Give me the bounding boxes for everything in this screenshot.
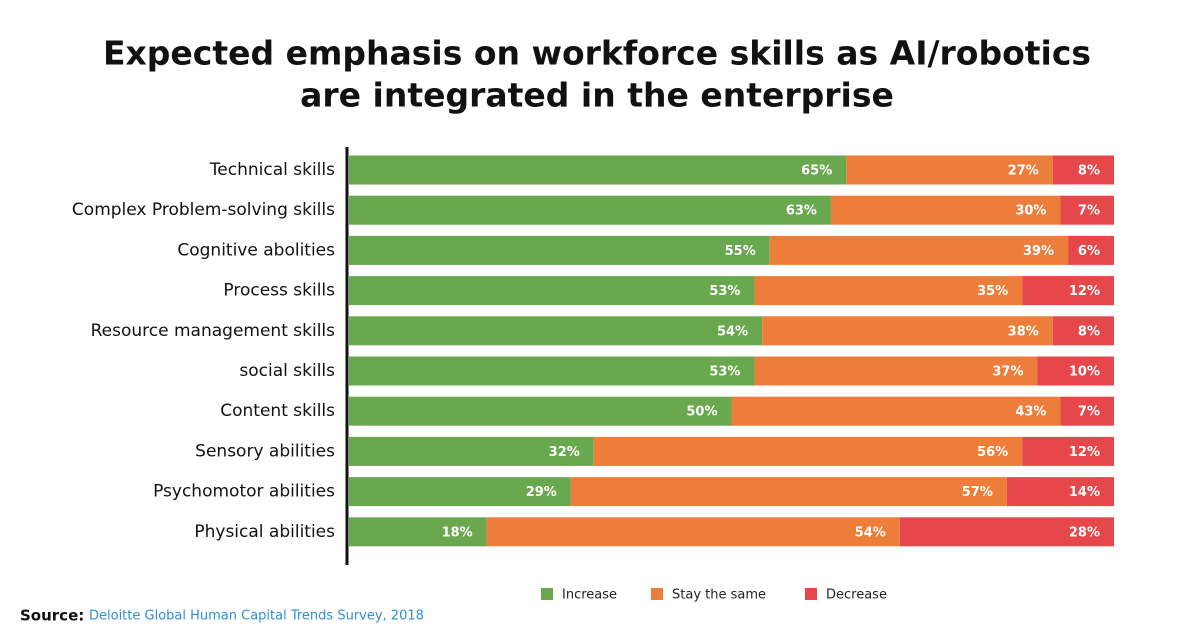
source-label: Source: [20, 607, 84, 625]
chart-title: are integrated in the enterprise [300, 76, 894, 115]
value-label: 53% [709, 365, 740, 380]
value-label: 50% [686, 405, 717, 420]
value-label: 43% [1015, 405, 1046, 420]
category-label: Process skills [223, 281, 335, 301]
value-label: 55% [725, 244, 756, 259]
legend-swatch [805, 588, 817, 600]
bar-segment [349, 316, 763, 346]
bar-segment [349, 477, 571, 507]
value-label: 12% [1069, 445, 1100, 460]
bar-segment [349, 517, 487, 547]
bar-segment [754, 356, 1038, 386]
bar-segment [1022, 436, 1114, 466]
value-label: 7% [1078, 405, 1100, 420]
value-label: 10% [1069, 365, 1100, 380]
bar-segment [486, 517, 900, 547]
value-label: 28% [1069, 525, 1100, 540]
category-label: Physical abilities [194, 522, 335, 542]
value-label: 14% [1069, 485, 1100, 500]
value-label: 30% [1015, 204, 1046, 219]
value-label: 32% [549, 445, 580, 460]
value-label: 54% [855, 525, 886, 540]
chart-title: Expected emphasis on workforce skills as… [103, 34, 1091, 73]
bar-segment [593, 436, 1023, 466]
bar-segment [349, 356, 755, 386]
value-label: 12% [1069, 284, 1100, 299]
legend-swatch [541, 588, 553, 600]
category-label: social skills [239, 361, 335, 381]
value-label: 8% [1078, 164, 1100, 179]
value-label: 38% [1008, 324, 1039, 339]
legend-label: Decrease [826, 588, 887, 603]
bar-segment [1037, 356, 1114, 386]
value-label: 56% [977, 445, 1008, 460]
value-label: 27% [1008, 164, 1039, 179]
bar-segment [769, 235, 1069, 265]
category-label: Resource management skills [91, 321, 336, 341]
bar-segment [1006, 477, 1114, 507]
bar-segment [349, 436, 594, 466]
legend-swatch [651, 588, 663, 600]
value-label: 54% [717, 324, 748, 339]
category-label: Complex Problem-solving skills [72, 200, 335, 220]
value-label: 57% [962, 485, 993, 500]
category-label: Technical skills [209, 160, 335, 180]
bar-segment [349, 276, 755, 306]
bar-segment [762, 316, 1053, 346]
bar-segment [1060, 195, 1114, 225]
bar-segment [570, 477, 1007, 507]
value-label: 63% [786, 204, 817, 219]
category-label: Sensory abilities [195, 441, 335, 461]
value-label: 39% [1023, 244, 1054, 259]
bar-segment [754, 276, 1023, 306]
bar-segment [349, 195, 831, 225]
bar-segment [1052, 155, 1114, 185]
value-label: 29% [526, 485, 557, 500]
value-label: 37% [992, 365, 1023, 380]
bar-segment [1060, 396, 1114, 426]
legend-label: Increase [562, 588, 617, 603]
value-label: 6% [1078, 244, 1100, 259]
bar-segment [899, 517, 1114, 547]
value-label: 53% [709, 284, 740, 299]
bar-segment [1068, 235, 1114, 265]
legend-label: Stay the same [672, 588, 766, 603]
category-label: Cognitive abolities [177, 240, 335, 260]
bar-segment [1052, 316, 1114, 346]
value-label: 65% [801, 164, 832, 179]
value-label: 8% [1078, 324, 1100, 339]
bar-segment [830, 195, 1061, 225]
bar-segment [349, 155, 847, 185]
value-label: 7% [1078, 204, 1100, 219]
value-label: 18% [442, 525, 473, 540]
bar-segment [349, 396, 732, 426]
bar-segment [846, 155, 1053, 185]
value-label: 35% [977, 284, 1008, 299]
bar-segment [731, 396, 1061, 426]
bar-segment [349, 235, 770, 265]
bar-segment [1022, 276, 1114, 306]
source: Deloitte Global Human Capital Trends Sur… [89, 609, 424, 624]
category-label: Content skills [220, 401, 335, 421]
category-label: Psychomotor abilities [153, 482, 335, 502]
